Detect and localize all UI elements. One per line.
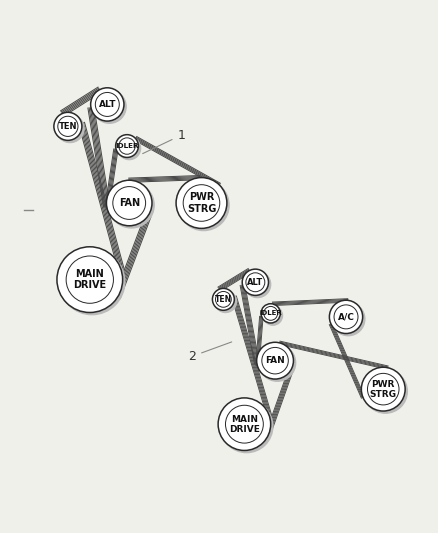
Text: PWR
STRG: PWR STRG [370, 379, 397, 399]
Text: TEN: TEN [215, 295, 232, 304]
Circle shape [113, 187, 145, 220]
Text: PWR
STRG: PWR STRG [187, 192, 216, 214]
Circle shape [226, 405, 263, 443]
Text: FAN: FAN [265, 356, 285, 365]
Circle shape [364, 369, 407, 413]
Circle shape [57, 247, 123, 312]
Circle shape [334, 305, 358, 329]
Circle shape [246, 273, 265, 292]
Circle shape [329, 300, 363, 334]
Circle shape [109, 182, 154, 228]
Text: IDLER: IDLER [115, 143, 139, 149]
Circle shape [116, 135, 138, 157]
Circle shape [178, 180, 229, 231]
Text: 2: 2 [188, 342, 232, 363]
Text: IDLER: IDLER [259, 310, 282, 317]
Circle shape [263, 306, 283, 325]
Circle shape [262, 348, 288, 374]
Circle shape [93, 90, 126, 123]
Text: TEN: TEN [59, 122, 77, 131]
Text: MAIN
DRIVE: MAIN DRIVE [73, 269, 106, 290]
Circle shape [242, 269, 268, 295]
Circle shape [257, 342, 293, 379]
Circle shape [95, 92, 119, 116]
Circle shape [106, 180, 152, 226]
Circle shape [261, 304, 280, 323]
Circle shape [91, 88, 124, 121]
Circle shape [259, 344, 296, 381]
Text: ALT: ALT [247, 278, 264, 287]
Circle shape [118, 137, 141, 159]
Circle shape [367, 374, 399, 405]
Circle shape [212, 288, 234, 310]
Circle shape [176, 177, 227, 229]
Circle shape [183, 185, 220, 221]
Text: MAIN
DRIVE: MAIN DRIVE [229, 415, 260, 434]
Circle shape [56, 115, 84, 142]
Circle shape [220, 400, 273, 453]
Circle shape [119, 138, 135, 154]
Circle shape [66, 256, 113, 303]
Circle shape [59, 249, 125, 314]
Text: A/C: A/C [338, 312, 354, 321]
Text: FAN: FAN [119, 198, 140, 208]
Circle shape [244, 271, 271, 297]
Circle shape [54, 112, 82, 140]
Circle shape [332, 302, 365, 336]
Circle shape [215, 292, 231, 307]
Text: 1: 1 [143, 128, 185, 154]
Text: ALT: ALT [99, 100, 116, 109]
Circle shape [58, 116, 78, 136]
Circle shape [264, 306, 278, 320]
Circle shape [361, 367, 405, 411]
Circle shape [215, 290, 237, 312]
Circle shape [218, 398, 271, 450]
